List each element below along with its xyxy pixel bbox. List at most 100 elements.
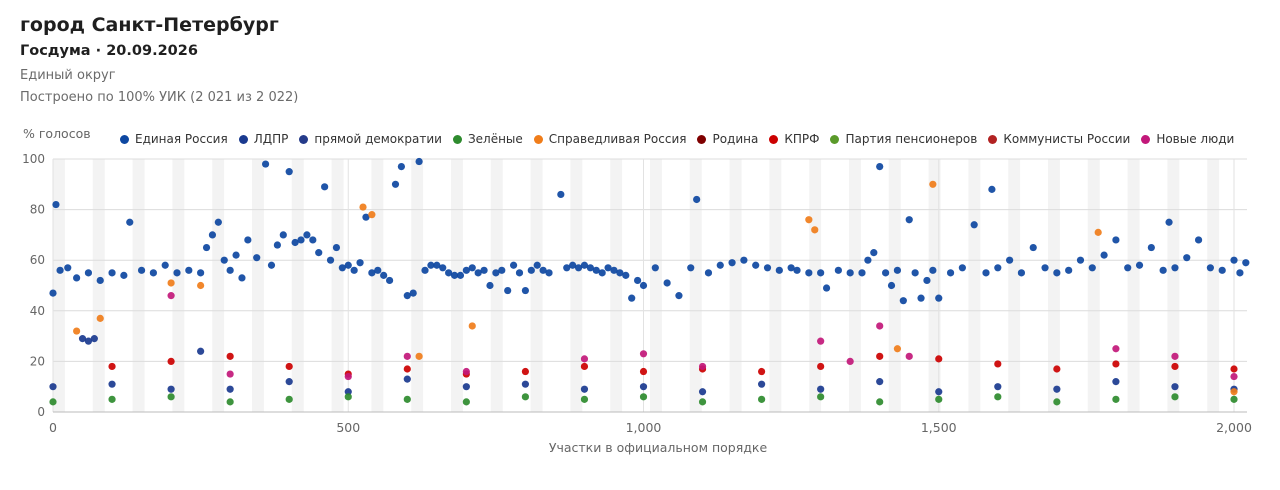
data-point — [994, 393, 1002, 401]
data-point — [173, 269, 181, 277]
plot-band — [92, 159, 105, 412]
data-point — [226, 385, 234, 393]
data-point — [1236, 269, 1244, 277]
data-point — [580, 362, 589, 371]
data-point — [882, 269, 890, 277]
data-point — [137, 266, 146, 274]
data-point — [1159, 266, 1167, 274]
y-tick-label: 80 — [30, 203, 45, 217]
data-point — [675, 292, 683, 300]
data-point — [586, 264, 594, 272]
data-point — [1242, 259, 1250, 267]
data-point — [663, 279, 671, 287]
data-point — [456, 271, 465, 279]
data-point — [817, 269, 825, 277]
data-point — [651, 264, 659, 272]
data-point — [90, 335, 98, 343]
data-point — [752, 261, 760, 269]
data-point — [403, 395, 411, 403]
data-point — [1029, 243, 1037, 252]
data-point — [905, 216, 913, 224]
y-tick-label: 40 — [30, 304, 45, 318]
data-point — [1112, 236, 1120, 244]
legend-label: Зелёные — [467, 132, 523, 146]
data-point — [935, 395, 943, 403]
data-point — [315, 249, 323, 257]
election-subtitle: Госдума · 20.09.2026 — [20, 43, 198, 59]
data-point — [876, 378, 884, 386]
data-point — [1194, 236, 1203, 244]
data-point — [1230, 256, 1238, 264]
data-point — [368, 211, 376, 219]
data-point — [208, 231, 217, 239]
data-point — [344, 372, 352, 381]
legend-item[interactable]: Партия пенсионеров — [830, 132, 977, 146]
data-point — [698, 362, 707, 371]
data-point — [279, 231, 287, 239]
data-point — [52, 200, 60, 209]
data-point — [1147, 243, 1155, 252]
data-point — [864, 256, 872, 264]
data-point — [994, 264, 1002, 272]
data-point — [96, 314, 104, 322]
plot-band — [610, 159, 623, 412]
data-point — [946, 269, 955, 277]
data-point — [167, 357, 175, 365]
data-point — [167, 292, 175, 300]
plot-band — [252, 159, 264, 412]
data-point — [415, 157, 423, 166]
data-point — [639, 350, 648, 358]
data-point — [1165, 218, 1173, 226]
legend-item[interactable]: Справедливая Россия — [533, 132, 686, 146]
data-point — [592, 266, 600, 274]
data-point — [970, 221, 978, 229]
legend-label: Родина — [712, 132, 759, 146]
data-point — [108, 362, 116, 371]
data-point — [291, 238, 299, 247]
legend-item[interactable]: ЛДПР — [238, 132, 288, 146]
data-point — [108, 380, 116, 388]
data-point — [226, 352, 234, 360]
x-tick-label: 0 — [49, 420, 57, 435]
legend-item[interactable]: Родина — [697, 132, 758, 146]
legend-item[interactable]: прямой демократии — [299, 132, 442, 146]
data-point — [982, 269, 990, 277]
y-tick-label: 100 — [22, 152, 45, 166]
plot-band — [570, 159, 583, 412]
data-point — [1230, 372, 1238, 381]
data-point — [994, 360, 1002, 368]
legend-item[interactable]: Новые люди — [1141, 132, 1234, 146]
data-point — [427, 261, 435, 269]
data-point — [1171, 383, 1179, 391]
legend-item[interactable]: Единая Россия — [120, 132, 228, 146]
legend-item[interactable]: Зелёные — [452, 132, 523, 146]
data-point — [232, 251, 240, 259]
data-point — [899, 297, 907, 305]
data-point — [1206, 264, 1214, 272]
data-point — [149, 269, 157, 277]
legend-item[interactable]: Коммунисты России — [988, 132, 1130, 146]
legend-marker — [299, 134, 309, 144]
data-point — [758, 380, 766, 388]
data-point — [509, 261, 518, 269]
data-point — [285, 362, 293, 371]
plot-band — [411, 159, 424, 412]
data-point — [1112, 360, 1120, 368]
data-point — [610, 266, 618, 274]
data-point — [763, 264, 772, 272]
data-point — [698, 398, 707, 406]
data-point — [1112, 345, 1120, 353]
x-tick-label: 1,000 — [626, 420, 662, 435]
data-point — [805, 269, 813, 277]
plot-band — [769, 159, 782, 412]
legend-item[interactable]: КПРФ — [769, 132, 819, 146]
data-point — [374, 266, 382, 274]
data-point — [362, 213, 370, 221]
data-point — [539, 266, 547, 274]
data-point — [988, 185, 996, 193]
data-point — [261, 160, 270, 168]
data-point — [1053, 385, 1061, 393]
data-point — [1171, 352, 1179, 360]
data-point — [687, 264, 695, 272]
data-point — [598, 269, 606, 277]
